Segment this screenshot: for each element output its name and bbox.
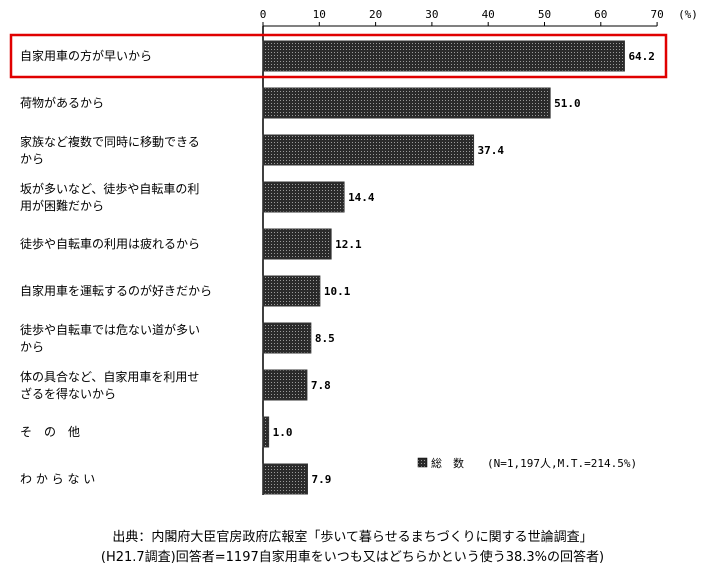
bar [262,463,308,495]
x-tick-label: 20 [369,8,382,21]
category-label: 用が困難だから [20,198,104,213]
x-tick-label: 50 [538,8,551,21]
legend-note: (N=1,197人,M.T.=214.5%) [487,457,637,470]
x-tick-label: 0 [260,8,267,21]
category-label: から [20,152,44,166]
bar-chart: 0 10 20 30 40 50 60 70 (%) 64.2 51.0 37.4 14.4 12.1 1… [9,8,698,495]
legend: 総 数 (N=1,197人,M.T.=214.5%) [417,456,637,470]
category-label: 自家用車の方が早いから [20,48,152,63]
bar [262,181,345,213]
bar [262,40,625,72]
bar-value-label: 7.8 [311,379,331,392]
category-label: ざるを得ないから [20,386,116,401]
bar [262,134,475,166]
x-tick-label: 70 [650,8,663,21]
bar [262,322,312,354]
category-label: わ か ら な い [20,472,95,486]
category-label: そ の 他 [20,425,80,439]
category-label: 荷物があるから [20,95,104,110]
bar-value-label: 14.4 [348,191,375,204]
bar-value-label: 51.0 [554,97,581,110]
category-label: 徒歩や自転車の利用は疲れるから [20,236,200,251]
bar-value-label: 1.0 [273,426,293,439]
bar-value-label: 8.5 [315,332,335,345]
source-line-2: (H21.7調査)回答者=1197自家用車をいつも又はどちらかという使う38.3… [100,550,605,565]
bar-value-label: 7.9 [311,473,331,486]
bar [262,275,321,307]
bar-value-label: 12.1 [335,238,362,251]
category-label: から [20,340,44,354]
legend-swatch [417,457,428,468]
category-label: 自家用車を運転するのが好きだから [20,283,212,298]
x-tick-label: 60 [594,8,607,21]
bar-value-label: 37.4 [478,144,505,157]
x-tick-label: 10 [313,8,326,21]
bar-value-label: 10.1 [324,285,351,298]
x-tick-label: 40 [482,8,495,21]
category-labels: 自家用車の方が早いから荷物があるから家族など複数で同時に移動できるから坂が多いな… [9,33,668,486]
x-unit-label: (%) [678,8,698,21]
bars: 64.2 51.0 37.4 14.4 12.1 10.1 8.5 7.8 1.0 7.9 [262,40,655,495]
category-label: 家族など複数で同時に移動できる [20,134,200,149]
category-label: 体の具合など、自家用車を利用せ [20,369,199,384]
bar [262,416,270,448]
bar [262,369,308,401]
source-line-1: 出典：内閣府大臣官房政府広報室「歩いて暮らせるまちづくりに関する世論調査」 [112,530,593,545]
x-tick-label: 30 [425,8,438,21]
category-label: 徒歩や自転車では危ない道が多い [20,322,200,337]
highlight-box [9,33,668,79]
legend-label: 総 数 [431,456,464,470]
bar-value-label: 64.2 [628,50,655,63]
bar [262,228,332,260]
category-label: 坂が多いなど、徒歩や自転車の利 [20,181,199,196]
bar [262,87,551,119]
